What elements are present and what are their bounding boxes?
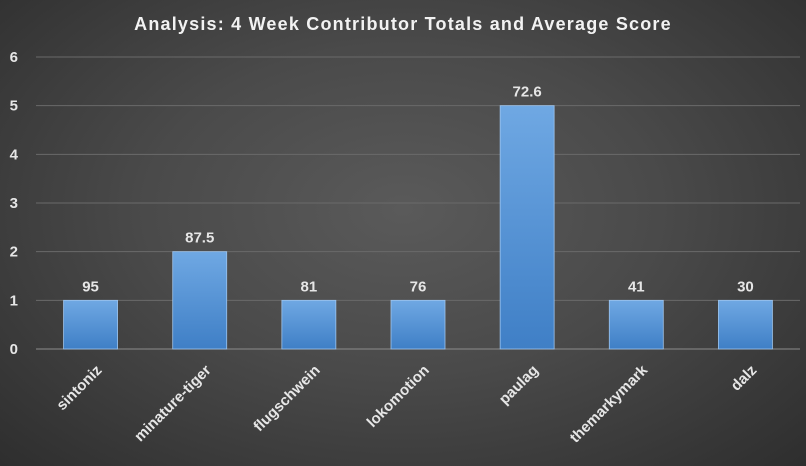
bar-flugschwein <box>281 299 337 350</box>
y-tick-label: 1 <box>10 292 18 309</box>
x-tick-label-flugschwein: flugschwein <box>250 362 323 435</box>
bar-paulag <box>499 105 555 350</box>
x-axis-ticks: sintoniz minature-tiger flugschwein lokomot… <box>53 361 760 446</box>
bar-minature-tiger <box>172 251 228 350</box>
x-tick-label-paulag: paulag <box>496 362 542 408</box>
y-axis-ticks: 0 1 2 3 4 5 6 <box>10 49 19 358</box>
x-tick-label-minature-tiger: minature-tiger <box>131 362 214 445</box>
data-label-paulag: 72.6 <box>513 84 542 101</box>
x-tick-label-themarkymark: themarkymark <box>567 361 652 446</box>
data-label-flugschwein: 81 <box>301 278 318 295</box>
y-tick-label: 3 <box>10 195 18 212</box>
x-tick-label-lokomotion: lokomotion <box>364 362 433 431</box>
data-label-themarkymark: 41 <box>628 278 645 295</box>
bars <box>63 105 773 350</box>
data-label-lokomotion: 76 <box>410 278 427 295</box>
y-tick-label: 6 <box>10 49 18 66</box>
bar-lokomotion <box>390 299 446 350</box>
bar-themarkymark <box>608 299 664 350</box>
y-tick-label: 5 <box>10 98 18 115</box>
data-label-minature-tiger: 87.5 <box>185 230 214 247</box>
data-label-dalz: 30 <box>737 278 754 295</box>
data-labels: 95 87.5 81 76 72.6 41 30 <box>82 84 754 296</box>
data-label-sintoniz: 95 <box>82 278 99 295</box>
chart-title: Analysis: 4 Week Contributor Totals and … <box>134 14 672 34</box>
y-tick-label: 2 <box>10 244 18 261</box>
bar-sintoniz <box>63 299 118 350</box>
gridlines <box>36 56 800 350</box>
y-tick-label: 0 <box>10 341 18 358</box>
y-tick-label: 4 <box>10 146 19 163</box>
x-tick-label-dalz: dalz <box>728 362 761 395</box>
bar-dalz <box>718 299 773 350</box>
x-tick-label-sintoniz: sintoniz <box>53 362 105 414</box>
